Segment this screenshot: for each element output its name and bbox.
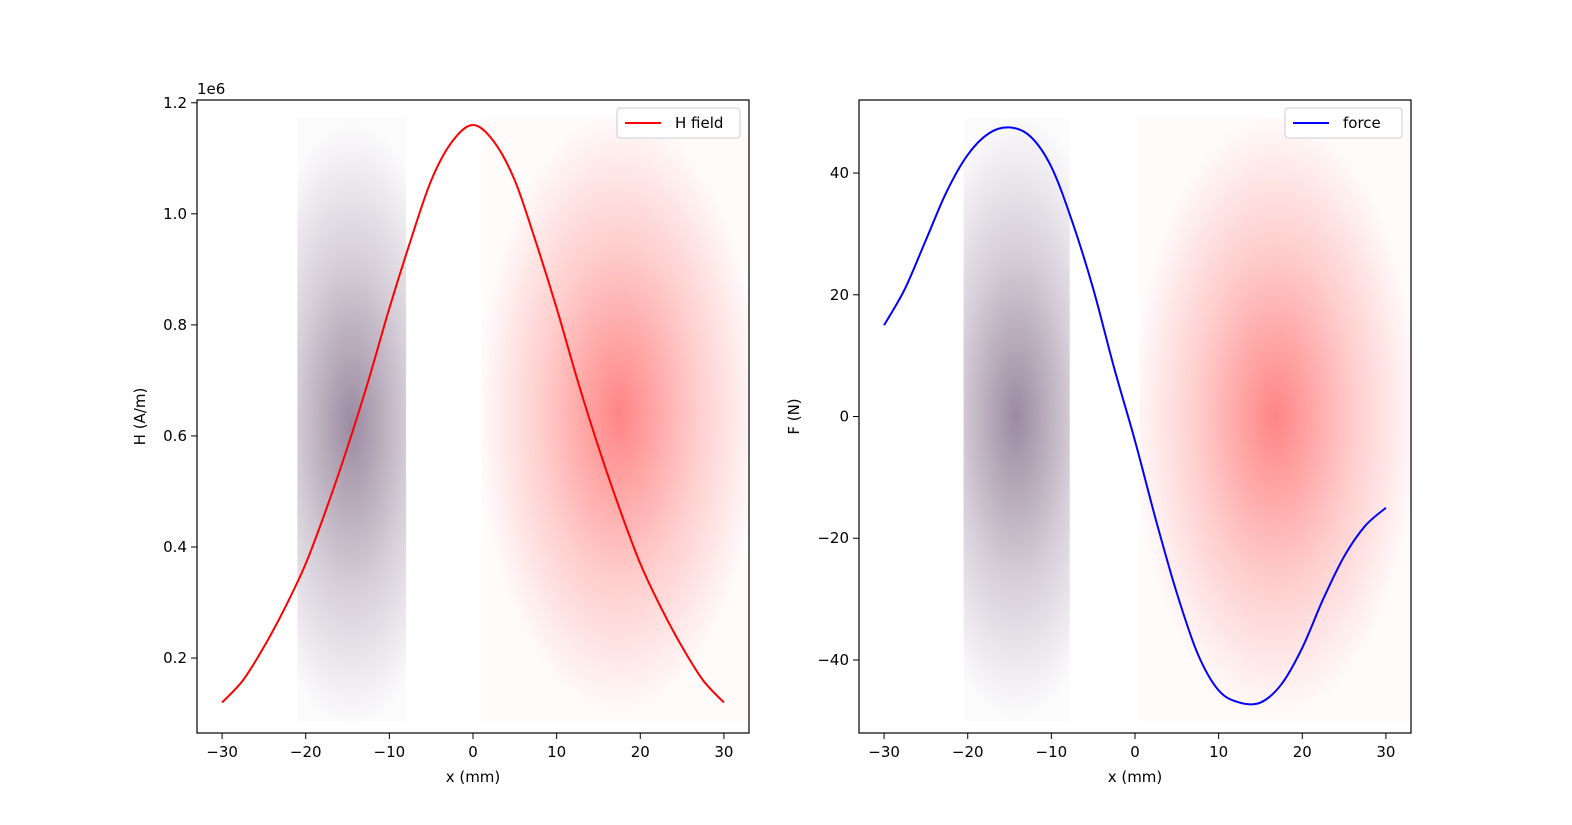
force-y-tick-label: −40 — [817, 651, 849, 669]
force-x-tick-label: −20 — [952, 743, 984, 761]
h-field-x-tick-label: 30 — [714, 743, 733, 761]
h-field-y-tick-label: 0.2 — [163, 649, 187, 667]
h-field-y-tick-label: 1.0 — [163, 205, 187, 223]
h-field-legend-label: H field — [675, 114, 723, 132]
force-x-tick-label: −10 — [1036, 743, 1068, 761]
force-y-tick-label: 0 — [839, 408, 849, 426]
force-x-tick-label: 30 — [1376, 743, 1395, 761]
force-legend-label: force — [1343, 114, 1381, 132]
force-y-axis-label: F (N) — [785, 398, 803, 434]
h-field-x-tick-label: 20 — [631, 743, 650, 761]
h-field-x-ticks: −30 −20 −10 0 10 20 30 — [206, 733, 733, 761]
force-y-ticks: −40 −20 0 20 40 — [817, 164, 859, 669]
h-field-shaded-region-2 — [481, 118, 749, 721]
force-shaded-region-2 — [1139, 118, 1411, 721]
h-field-shaded-region-1 — [297, 118, 407, 721]
h-field-x-tick-label: 10 — [547, 743, 566, 761]
h-field-x-tick-label: −20 — [290, 743, 322, 761]
h-field-y-tick-label: 1.2 — [163, 94, 187, 112]
force-x-axis-label: x (mm) — [1108, 768, 1163, 786]
force-x-ticks: −30 −20 −10 0 10 20 30 — [868, 733, 1395, 761]
h-field-y-offset-label: 1e6 — [197, 80, 225, 98]
h-field-y-axis-label: H (A/m) — [131, 388, 149, 446]
h-field-y-tick-label: 0.4 — [163, 538, 187, 556]
h-field-legend-box — [616, 107, 741, 139]
h-field-y-tick-label: 0.6 — [163, 427, 187, 445]
h-field-legend: H field — [616, 107, 741, 139]
h-field-x-tick-label: −10 — [374, 743, 406, 761]
h-field-y-tick-label: 0.8 — [163, 316, 187, 334]
h-field-y-ticks: 0.2 0.4 0.6 0.8 1.0 1.2 — [163, 94, 197, 667]
h-field-x-tick-label: −30 — [206, 743, 238, 761]
force-y-tick-label: −20 — [817, 529, 849, 547]
force-x-tick-label: 10 — [1209, 743, 1228, 761]
force-shaded-region-1 — [963, 118, 1070, 721]
force-y-tick-label: 40 — [830, 164, 849, 182]
h-field-shaded-regions — [297, 118, 749, 721]
force-y-tick-label: 20 — [830, 286, 849, 304]
force-legend: force — [1284, 107, 1403, 139]
force-legend-box — [1284, 107, 1403, 139]
force-x-tick-label: −30 — [868, 743, 900, 761]
h-field-x-tick-label: 0 — [468, 743, 478, 761]
h-field-x-axis-label: x (mm) — [446, 768, 501, 786]
h-field-chart: −30 −20 −10 0 10 20 30 0.2 0.4 0.6 0.8 1.0 1.2 x (m… — [131, 80, 750, 786]
h-field-line — [221, 123, 725, 704]
force-x-tick-label: 0 — [1130, 743, 1140, 761]
force-line — [883, 126, 1387, 706]
force-shaded-regions — [963, 118, 1411, 721]
force-chart: −30 −20 −10 0 10 20 30 −40 −20 0 20 40 x (mm) F (N… — [785, 99, 1412, 786]
force-x-tick-label: 20 — [1293, 743, 1312, 761]
